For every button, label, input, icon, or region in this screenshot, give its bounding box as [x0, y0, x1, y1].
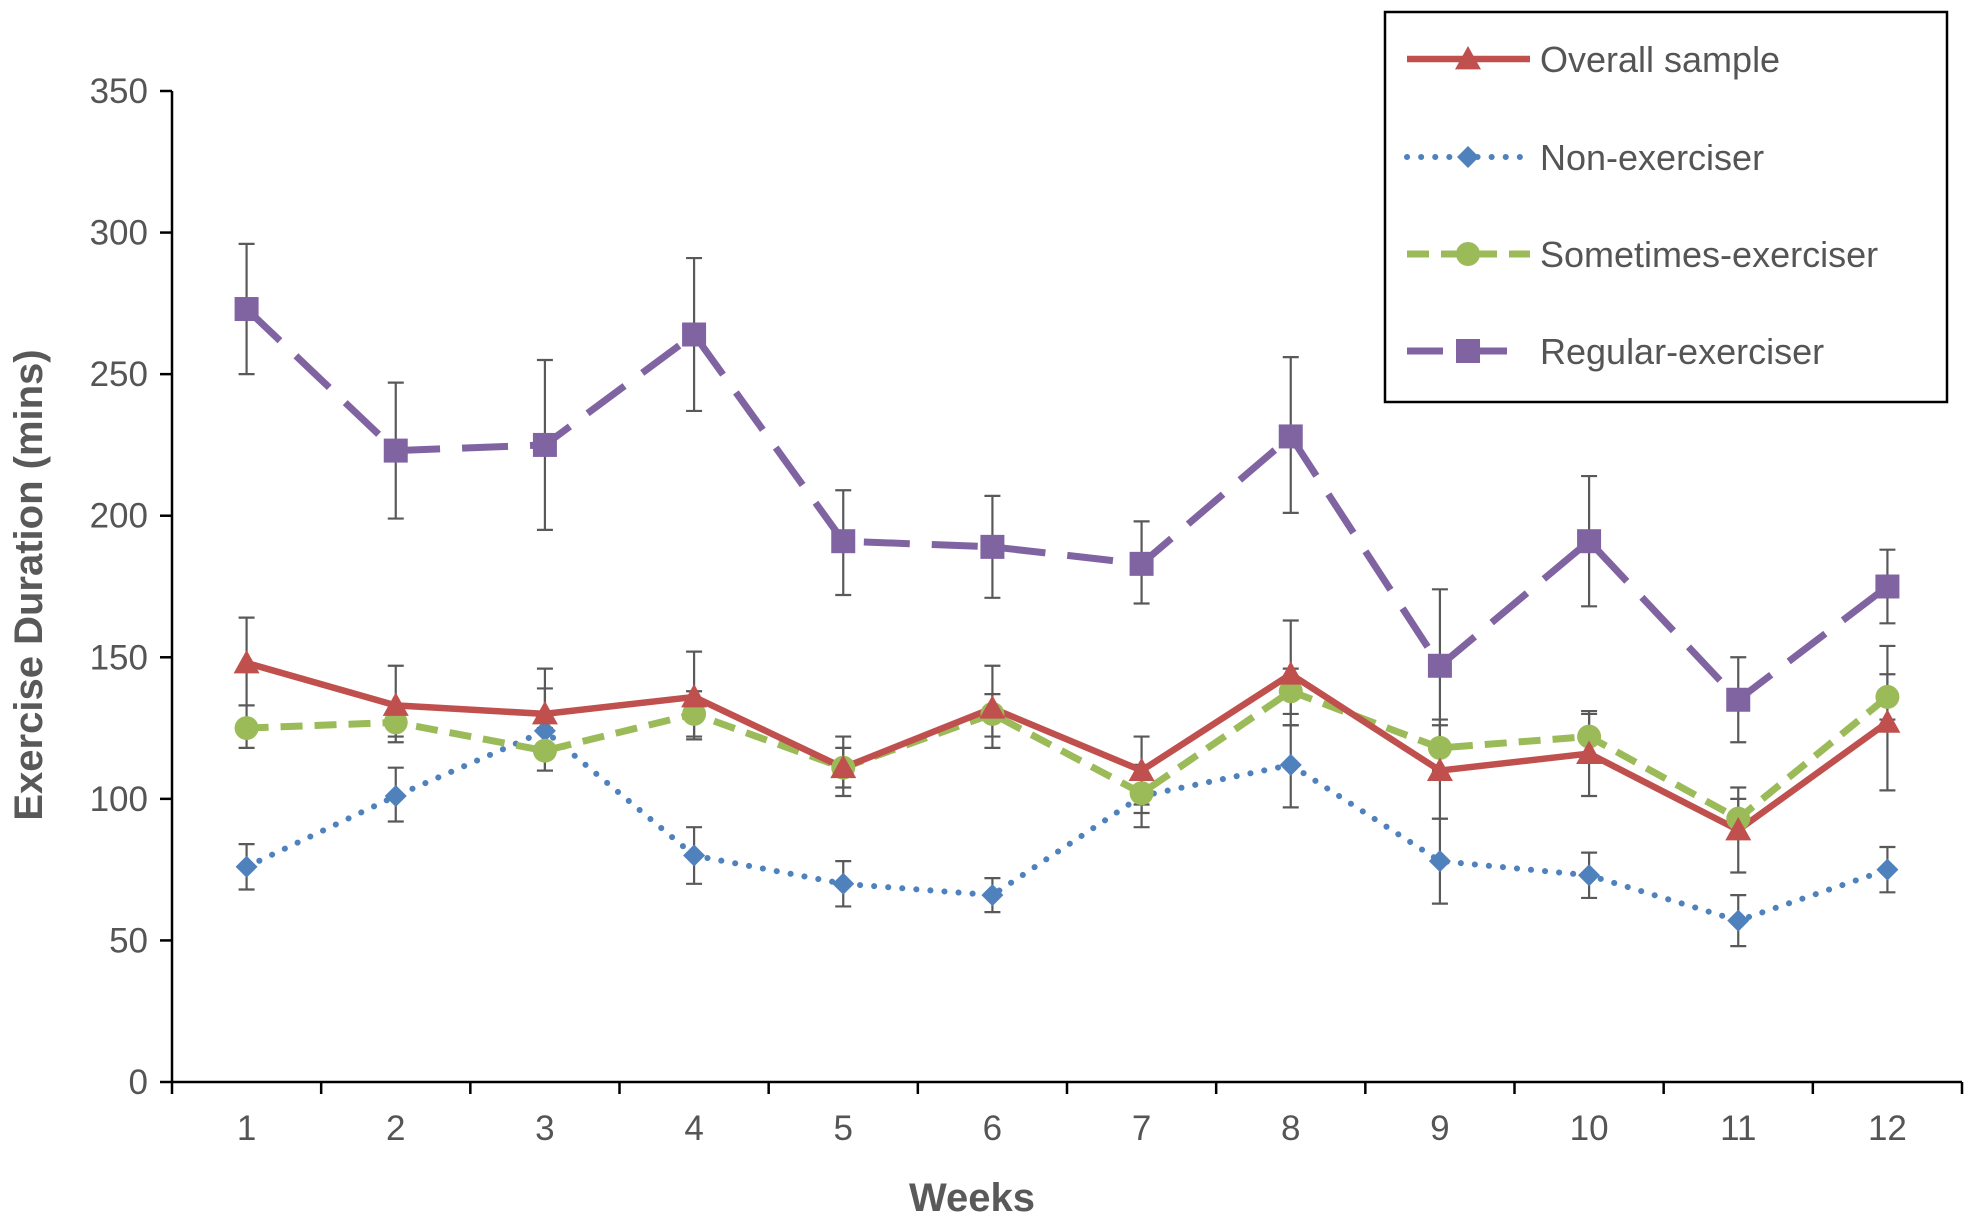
x-tick-label: 8 [1281, 1109, 1300, 1148]
x-tick-label: 3 [535, 1109, 554, 1148]
x-tick-label: 2 [386, 1109, 405, 1148]
point-regular-exerciser [831, 529, 856, 554]
x-tick-label: 10 [1570, 1109, 1609, 1148]
series-lines [243, 306, 1891, 924]
point-regular-exerciser [1129, 551, 1154, 576]
point-non-exerciser [1578, 864, 1601, 887]
point-overall-sample [1128, 757, 1155, 781]
point-regular-exerciser [1726, 687, 1751, 712]
point-non-exerciser [981, 884, 1004, 907]
point-sometimes-exerciser [234, 716, 259, 741]
y-tick-label: 100 [90, 780, 148, 819]
point-overall-sample [531, 700, 558, 725]
point-overall-sample [1576, 740, 1603, 764]
legend-item-sometimes-exerciser: Sometimes-exerciser [1407, 234, 1878, 275]
point-sometimes-exerciser [1577, 724, 1602, 749]
point-overall-sample [1725, 817, 1752, 841]
point-non-exerciser [235, 855, 258, 878]
point-non-exerciser [1876, 858, 1899, 881]
point-non-exerciser [1279, 753, 1302, 776]
point-regular-exerciser [1875, 574, 1900, 599]
x-axis-title: Weeks [909, 1176, 1035, 1220]
point-regular-exerciser [234, 297, 259, 322]
legend-marker [1456, 242, 1480, 266]
point-non-exerciser [1727, 909, 1750, 932]
point-regular-exerciser [980, 534, 1005, 559]
point-overall-sample [1426, 757, 1453, 781]
point-overall-sample [382, 692, 409, 716]
point-overall-sample [830, 754, 857, 779]
legend: Overall sample Non-exerciser Sometimes-exe… [1383, 10, 1949, 404]
point-sometimes-exerciser [1129, 781, 1154, 806]
point-non-exerciser [533, 719, 556, 742]
point-sometimes-exerciser [383, 710, 408, 735]
point-overall-sample [1277, 661, 1304, 685]
series-line-overall-sample [245, 659, 1890, 834]
point-overall-sample [233, 649, 260, 674]
point-non-exerciser [683, 844, 706, 867]
x-tick-label: 7 [1132, 1109, 1151, 1148]
point-regular-exerciser [383, 438, 408, 463]
point-overall-sample [979, 695, 1006, 719]
legend-label: Sometimes-exerciser [1540, 234, 1878, 275]
legend-marker [1455, 46, 1481, 70]
point-non-exerciser [1428, 850, 1451, 873]
x-tick-label: 4 [684, 1109, 703, 1148]
y-tick-label: 350 [90, 72, 148, 111]
series-line-sometimes-exerciser [246, 687, 1890, 823]
series-line-non-exerciser [243, 727, 1891, 924]
point-non-exerciser [832, 872, 855, 895]
y-tick-label: 150 [90, 638, 148, 677]
point-sometimes-exerciser [682, 701, 707, 726]
x-tick-label: 12 [1868, 1109, 1907, 1148]
x-tick-label: 11 [1720, 1109, 1756, 1148]
point-sometimes-exerciser [1875, 684, 1900, 709]
y-tick-label: 50 [109, 921, 148, 960]
point-sometimes-exerciser [1427, 735, 1452, 760]
point-overall-sample [681, 683, 708, 708]
point-overall-sample [1874, 709, 1901, 733]
point-regular-exerciser [1278, 424, 1303, 449]
point-non-exerciser [384, 785, 407, 808]
point-sometimes-exerciser [1278, 679, 1303, 704]
y-tick-label: 0 [129, 1063, 148, 1102]
series-line-regular-exerciser [244, 306, 1890, 704]
point-regular-exerciser [682, 322, 707, 347]
legend-label: Non-exerciser [1540, 137, 1764, 178]
y-axis-title: Exercise Duration (mins) [7, 349, 51, 820]
series-markers [233, 297, 1901, 932]
legend-item-overall-sample: Overall sample [1407, 39, 1780, 80]
x-tick-label: 6 [983, 1109, 1002, 1148]
point-regular-exerciser [1427, 653, 1452, 678]
legend-item-non-exerciser: Non-exerciser [1404, 137, 1764, 178]
legend-item-regular-exerciser: Regular-exerciser [1407, 331, 1824, 372]
x-tick-label: 5 [834, 1109, 853, 1148]
y-tick-label: 300 [90, 214, 148, 253]
y-tick-label: 200 [90, 497, 148, 536]
legend-label: Overall sample [1540, 39, 1780, 80]
legend-box [1383, 10, 1949, 404]
point-regular-exerciser [1577, 529, 1602, 554]
legend-label: Regular-exerciser [1540, 331, 1824, 372]
point-sometimes-exerciser [532, 738, 557, 763]
y-tick-label: 250 [90, 355, 148, 394]
point-regular-exerciser [532, 432, 557, 457]
legend-marker [1457, 146, 1479, 168]
x-tick-label: 1 [237, 1109, 256, 1148]
legend-marker [1456, 339, 1480, 363]
x-tick-label: 9 [1430, 1109, 1449, 1148]
